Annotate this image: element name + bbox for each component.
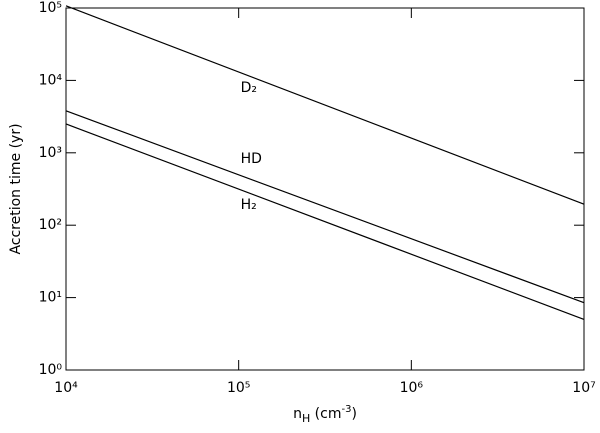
x-title-main: n (293, 406, 302, 422)
plot-frame (65, 7, 585, 371)
x-tick-label: 10⁷ (572, 380, 595, 396)
x-title-rest: (cm (310, 406, 341, 422)
series-line (65, 123, 585, 320)
y-tick-label: 10³ (39, 145, 62, 161)
series-label: HD (241, 151, 262, 167)
x-tick-label: 10⁵ (227, 380, 250, 396)
y-tick-label: 10² (39, 217, 62, 233)
x-axis-title: nH (cm-3) (293, 404, 357, 425)
series-label: H₂ (241, 197, 257, 213)
x-tick-label: 10⁶ (400, 380, 424, 396)
y-tick-label: 10⁴ (39, 72, 63, 88)
x-tick-label: 10⁴ (54, 380, 78, 396)
y-tick-label: 10¹ (39, 290, 62, 306)
series-line (65, 110, 585, 304)
y-tick-label: 10⁵ (39, 0, 62, 16)
y-axis-title: Accretion time (yr) (8, 123, 24, 254)
y-tick-label: 10⁰ (39, 362, 63, 378)
x-title-end: ) (351, 406, 356, 422)
x-title-sub: H (302, 412, 310, 425)
series-line (65, 5, 585, 205)
series-label: D₂ (241, 80, 257, 96)
x-title-sup: -3 (341, 404, 351, 415)
